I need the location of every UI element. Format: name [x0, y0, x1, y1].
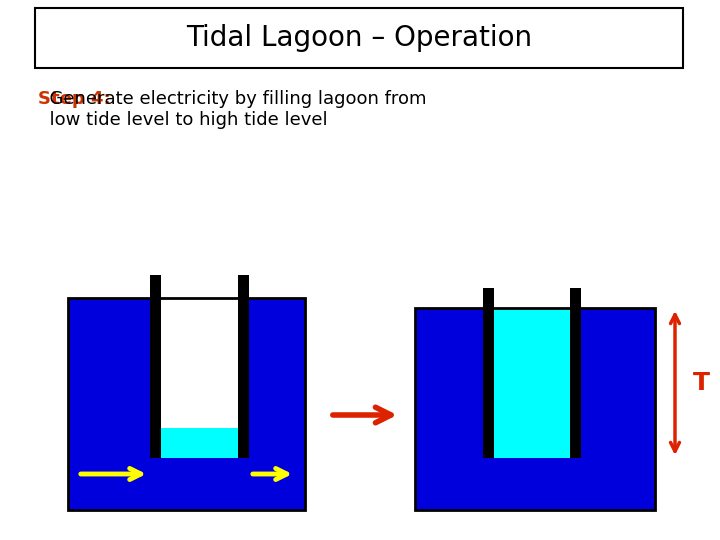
Bar [35, 8, 683, 68]
Text: Step 4:: Step 4: [38, 90, 111, 108]
Bar [161, 428, 238, 458]
Bar [415, 458, 655, 510]
Bar [249, 298, 305, 458]
Bar [68, 458, 305, 510]
Bar [68, 298, 305, 510]
Bar [68, 298, 150, 458]
Bar [494, 308, 570, 458]
Text: Tidal Lagoon – Operation: Tidal Lagoon – Operation [186, 24, 532, 52]
Bar [483, 288, 494, 458]
Bar [238, 275, 249, 458]
Bar [415, 308, 483, 458]
Bar [150, 275, 161, 458]
Bar [581, 308, 655, 458]
Text: T: T [693, 371, 710, 395]
Bar [570, 288, 581, 458]
Bar [415, 308, 655, 510]
Text: Generate electricity by filling lagoon from
  low tide level to high tide level: Generate electricity by filling lagoon f… [38, 90, 426, 129]
